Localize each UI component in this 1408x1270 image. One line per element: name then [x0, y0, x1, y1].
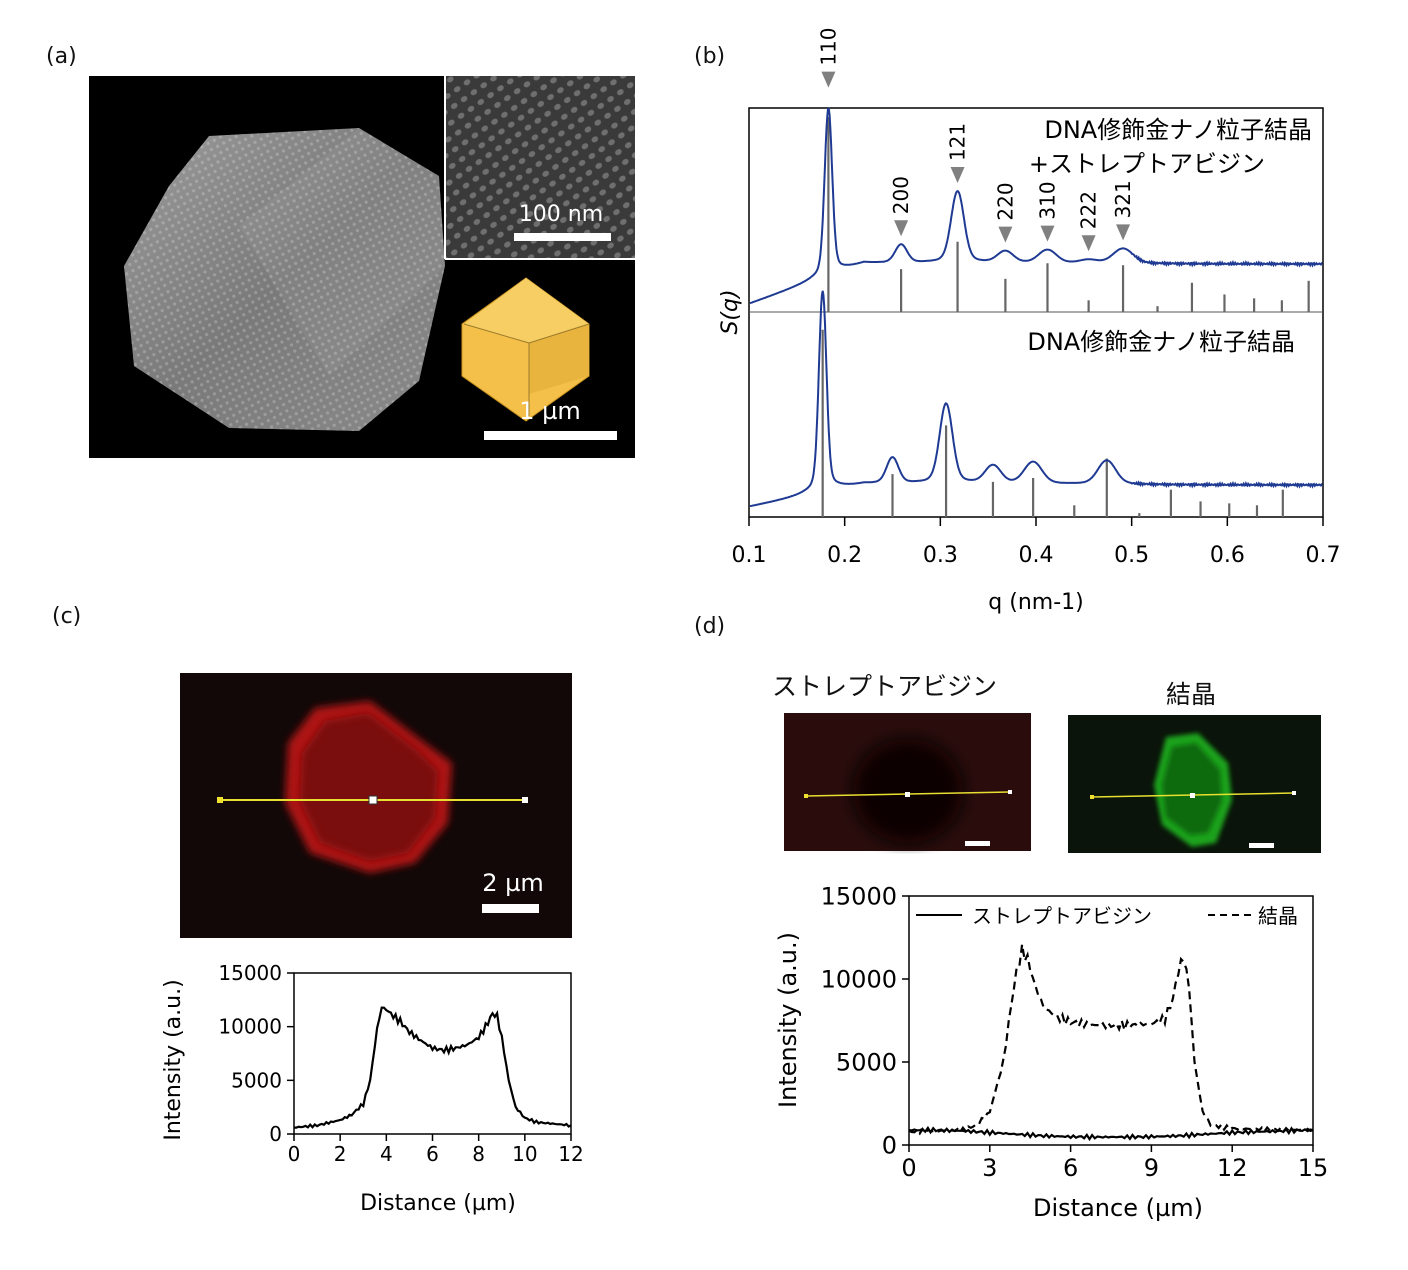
- upper-label-line2: +ストレプトアビジン: [1029, 150, 1265, 178]
- y-axis-label: Intensity (a.u.): [774, 932, 802, 1108]
- line-end-handle: [522, 797, 528, 803]
- profile-line-0: [908, 1125, 1314, 1142]
- x-tick-label: 0.2: [827, 543, 862, 568]
- img-left-title: ストレプトアビジン: [772, 672, 998, 701]
- upper-label-line1: DNA修飾金ナノ粒子結晶: [1044, 116, 1312, 144]
- x-tick-label: 0: [288, 1142, 301, 1166]
- x-tick-label: 10: [512, 1142, 537, 1166]
- x-tick-label: 4: [380, 1142, 393, 1166]
- x-tick-label: 12: [1217, 1154, 1248, 1182]
- rhombic-dodecahedron-icon: [461, 277, 590, 422]
- x-tick-label: 9: [1144, 1154, 1159, 1182]
- fluor-image-red: 2 µm: [180, 673, 572, 938]
- panel-label-c: (c): [52, 604, 82, 629]
- panel-label-b: (b): [694, 44, 726, 69]
- hkl-label: 220: [993, 182, 1017, 220]
- crystal-particle: [124, 128, 445, 431]
- peak-marker: [950, 167, 965, 184]
- scale-label: 1 µm: [519, 397, 581, 425]
- hkl-label: 121: [946, 123, 970, 161]
- x-tick-label: 6: [1063, 1154, 1078, 1182]
- scattering-curve: [749, 107, 1323, 305]
- x-tick-label: 6: [426, 1142, 439, 1166]
- x-tick-label: 0.5: [1114, 543, 1149, 568]
- peak-marker: [1040, 225, 1055, 242]
- scale-label: 2 µm: [482, 869, 544, 897]
- legend-label-0: ストレプトアビジン: [972, 904, 1152, 928]
- y-axis-label: S(q): [718, 289, 743, 334]
- y-tick-label: 0: [269, 1122, 282, 1146]
- line-end-handle: [1292, 791, 1296, 795]
- inset-scale-label: 100 nm: [519, 202, 603, 227]
- hkl-label: 110: [816, 27, 840, 65]
- x-axis-label: Distance (µm): [1033, 1194, 1203, 1222]
- line-start-handle: [217, 797, 223, 803]
- profile-line-0: [294, 1006, 572, 1129]
- profile-chart-d: 0 3 6 9 12 15 0 5000 10000 15000 ストレプトアビジン 結晶 Int…: [774, 882, 1329, 1222]
- y-tick-label: 0: [882, 1131, 897, 1159]
- legend-label-1: 結晶: [1258, 904, 1298, 928]
- scale-bar: [482, 904, 539, 913]
- y-tick-label: 15000: [218, 961, 282, 985]
- panel-label-a: (a): [46, 44, 77, 69]
- peak-marker: [1116, 224, 1131, 241]
- legend: ストレプトアビジン 結晶: [916, 904, 1298, 928]
- line-end-handle: [1008, 790, 1012, 794]
- y-tick-label: 10000: [821, 965, 897, 993]
- profile-chart-c: 0 2 4 6 8 10 12 0 5000 10000 15000 Intensity (a.u.…: [161, 961, 584, 1216]
- lower-label: DNA修飾金ナノ粒子結晶: [1027, 328, 1295, 356]
- line-mid-handle: [368, 795, 378, 805]
- peak-marker: [894, 220, 909, 237]
- plot-frame: [293, 972, 572, 1135]
- panel-label-d: (d): [694, 614, 726, 639]
- inset-scale-bar: [514, 233, 611, 241]
- profile-line-1: [908, 944, 1314, 1136]
- line-start-handle: [804, 794, 808, 798]
- y-axis-label: Intensity (a.u.): [161, 979, 186, 1140]
- scale-bar: [1249, 843, 1274, 848]
- x-axis-label: Distance (µm): [360, 1191, 516, 1216]
- saxs-chart: 110 200 121 220 310 222 321 0.1 0.2 0.3 0.4 0.5 0.6…: [718, 27, 1341, 615]
- sem-image: 100 nm 1 µm: [89, 76, 635, 458]
- scale-bar: [484, 431, 617, 440]
- y-tick-label: 5000: [836, 1048, 897, 1076]
- hkl-label: 321: [1111, 180, 1135, 218]
- x-tick-label: 0.7: [1306, 543, 1341, 568]
- y-tick-label: 5000: [231, 1068, 282, 1092]
- x-tick-label: 3: [982, 1154, 997, 1182]
- peak-marker: [998, 226, 1013, 243]
- scale-bar: [965, 841, 990, 846]
- line-mid-handle: [1190, 793, 1195, 798]
- x-axis-label: q (nm-1): [988, 590, 1083, 615]
- x-tick-label: 0.3: [923, 543, 958, 568]
- fluor-image-crystal: [1068, 715, 1321, 853]
- plot-frame: [908, 895, 1314, 1146]
- hkl-label: 222: [1077, 191, 1101, 229]
- peak-marker: [821, 71, 836, 88]
- x-tick-label: 0: [901, 1154, 916, 1182]
- x-tick-label: 0.1: [732, 543, 767, 568]
- scattering-curve: [749, 290, 1323, 508]
- x-tick-label: 0.6: [1210, 543, 1245, 568]
- x-tick-label: 8: [472, 1142, 485, 1166]
- x-tick-label: 0.4: [1019, 543, 1054, 568]
- line-mid-handle: [905, 792, 910, 797]
- x-tick-label: 2: [334, 1142, 347, 1166]
- img-right-title: 結晶: [1166, 680, 1217, 709]
- fluor-image-streptavidin: [784, 713, 1031, 851]
- y-tick-label: 15000: [821, 882, 897, 910]
- hkl-label: 200: [889, 176, 913, 214]
- x-tick-label: 15: [1298, 1154, 1329, 1182]
- line-start-handle: [1090, 795, 1094, 799]
- y-tick-label: 10000: [218, 1015, 282, 1039]
- x-tick-label: 12: [558, 1142, 583, 1166]
- peak-marker: [1081, 235, 1096, 252]
- hkl-label: 310: [1035, 181, 1059, 219]
